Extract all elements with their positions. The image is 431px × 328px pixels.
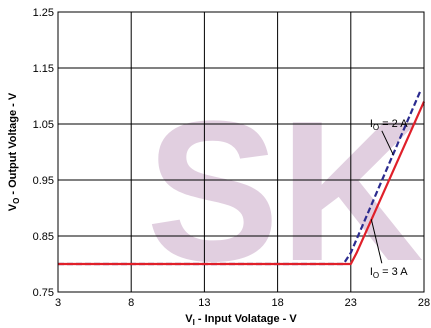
x-tick-label: 23 [345,297,357,309]
y-tick-label: 0.75 [33,287,54,299]
y-tick-label: 1.05 [33,119,54,131]
y-tick-label: 1.15 [33,63,54,75]
x-tick-label: 3 [55,297,61,309]
tick-labels: 3 8 13 18 23 28 0.75 0.85 0.95 1.05 1.15 1.25 [33,7,431,309]
annotation-leader-2 [370,219,383,264]
plot-frame [57,11,425,293]
x-tick-label: 8 [128,297,134,309]
annotation-leader-1 [381,130,394,156]
annotations: IO = 2 A IO = 3 A [370,118,408,280]
y-tick-label: 0.95 [33,175,54,187]
y-tick-label: 1.25 [33,7,54,19]
series-line-1 [58,88,423,266]
y-tick-label: 0.85 [33,231,54,243]
x-tick-label: 13 [198,297,210,309]
series-lines [58,88,426,266]
x-axis-label: VI - Input Volatage - V [185,313,297,327]
y-axis-label: VO - Output Voltage - V [7,92,21,211]
x-tick-label: 18 [271,297,283,309]
x-tick-label: 28 [418,297,430,309]
series-label-1: IO = 2 A [370,118,408,132]
series-line-2 [58,101,426,266]
grid [58,12,424,292]
series-label-2: IO = 3 A [370,266,408,280]
axis-labels: VI - Input Volatage - V VO - Output Volta… [7,92,297,327]
